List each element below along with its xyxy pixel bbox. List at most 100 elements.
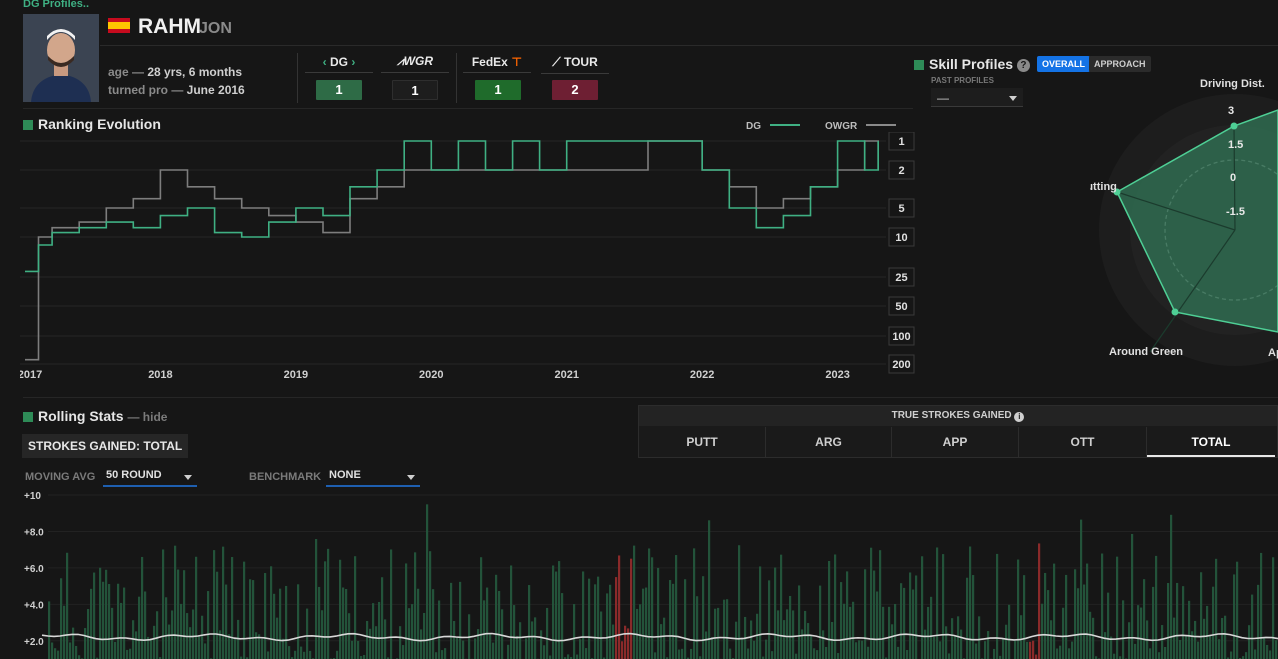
sg-bar [309,650,312,659]
breadcrumb[interactable]: DG Profiles.. [23,0,90,10]
sg-bar [300,646,303,659]
sg-bar [1017,559,1020,659]
sg-bar [1134,643,1137,659]
approach-button[interactable]: APPROACH [1089,56,1151,72]
sg-bar [222,546,225,659]
info-icon[interactable]: i [1014,412,1025,422]
sg-bar [645,587,648,659]
sg-bar [96,657,99,659]
sg-bar [231,557,234,659]
sg-bar [564,657,567,659]
sg-bar [648,548,651,659]
sg-bar [618,555,621,659]
sg-bar [765,639,768,659]
sg-bar [690,648,693,659]
sg-bar [54,648,57,659]
legend-owgr[interactable]: OWGR [825,121,896,132]
sg-bar [552,565,555,659]
sg-bar [1269,650,1272,659]
sg-bar [483,600,486,659]
sg-bar [1149,648,1152,659]
skill-radar-chart[interactable]: Driving Dist. Putting Around Green Ap 3 … [1090,70,1278,370]
question-icon[interactable]: ? [1016,59,1030,72]
sg-bar [1116,556,1119,659]
y-tick-label: 50 [895,301,907,313]
sg-bar [1260,552,1263,659]
overall-button[interactable]: OVERALL [1037,56,1091,72]
sg-bar [408,608,411,659]
sg-bar [48,601,51,659]
sg-bar [624,625,627,659]
sg-bar [177,569,180,659]
sg-bar [1002,638,1005,659]
sg-bar [192,609,195,659]
sg-bar [225,584,228,659]
benchmark-label: BENCHMARK [249,471,322,483]
sg-bar [477,629,480,659]
tab-putt[interactable]: PUTT [639,427,766,457]
sg-bar [180,603,183,659]
tab-arg[interactable]: ARG [766,427,892,457]
tab-ott[interactable]: OTT [1019,427,1147,457]
sg-bar [600,611,603,659]
sg-bar [267,651,270,659]
x-tick-label: 2018 [148,369,172,381]
sg-bar [657,567,660,659]
sg-bar [129,648,132,659]
sg-bar [822,630,825,659]
sg-bar [1056,648,1059,659]
sg-bar [327,548,330,659]
spain-flag-icon [108,18,130,33]
sg-bar [1035,654,1038,659]
tab-app[interactable]: APP [892,427,1019,457]
sg-bar [579,639,582,659]
moving-avg-select[interactable]: 50 ROUND [103,469,197,487]
sg-bar [717,607,720,659]
sg-bar [972,575,975,659]
stat-select-button[interactable]: STROKES GAINED: TOTAL [22,434,189,458]
sg-bar [894,603,897,659]
sg-bar [1164,646,1167,659]
sg-bar [1155,555,1158,659]
strokes-gained-chart[interactable]: +10 +8.0 +6.0 +4.0 +2.0 [20,488,1278,659]
fedex-logo: FedEx ⊤ [463,55,531,73]
sg-bar [1263,637,1266,659]
sg-bar [462,640,465,659]
sg-bar [1092,617,1095,659]
sg-bar [1065,574,1068,659]
sg-bar [801,629,804,659]
sg-bar [549,655,552,659]
tab-total[interactable]: TOTAL [1147,427,1275,457]
sg-bar [1047,590,1050,659]
sg-bar [687,657,690,659]
sg-bar [738,545,741,659]
chevron-down-icon [407,475,415,480]
sg-bar [1080,519,1083,659]
past-profiles-select[interactable]: — [931,88,1023,107]
sg-bar [882,606,885,659]
sg-bar [939,641,942,659]
sg-bar [1188,600,1191,659]
sg-bar [123,587,126,659]
sg-bar [879,550,882,659]
legend-dg[interactable]: DG [746,121,800,132]
sg-bar [1206,605,1209,659]
sg-bar [318,586,321,659]
past-profiles-label: PAST PROFILES [931,76,994,85]
sg-bar [1044,572,1047,659]
sg-bar [1167,583,1170,659]
y-tick-box [888,160,915,180]
benchmark-select[interactable]: NONE [326,469,420,487]
x-tick-label: 2017 [20,369,42,381]
y-tick-label: 5 [898,203,904,215]
sg-bar [1062,607,1065,659]
sg-bar [207,591,210,659]
sg-bar [870,547,873,659]
sg-bar [642,588,645,659]
sg-bar [834,554,837,659]
hide-link[interactable]: — hide [127,410,168,424]
sg-bar [1113,653,1116,659]
sg-bar [279,588,282,659]
sg-bar [576,654,579,659]
